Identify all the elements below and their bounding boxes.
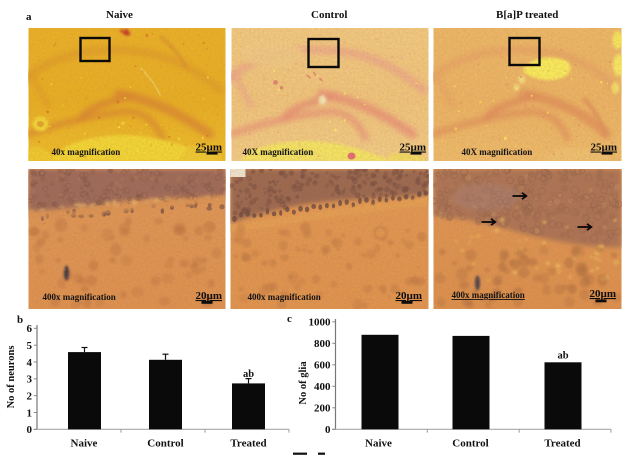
- svg-text:c: c: [287, 313, 292, 325]
- svg-text:6: 6: [27, 323, 33, 335]
- svg-text:Control: Control: [147, 438, 183, 450]
- svg-text:20µm: 20µm: [590, 288, 617, 300]
- svg-text:40X magnification: 40X magnification: [462, 147, 533, 157]
- svg-text:25µm: 25µm: [400, 142, 427, 154]
- svg-text:600: 600: [314, 360, 331, 372]
- svg-text:200: 200: [314, 403, 331, 415]
- svg-text:40x magnification: 40x magnification: [52, 147, 121, 157]
- svg-text:No of glia: No of glia: [298, 361, 309, 405]
- svg-text:400x magnification: 400x magnification: [43, 292, 116, 302]
- svg-text:25µm: 25µm: [591, 142, 618, 154]
- svg-text:No of neurons: No of neurons: [6, 346, 17, 409]
- svg-text:400x magnification: 400x magnification: [452, 290, 525, 300]
- svg-text:40X magnification: 40X magnification: [243, 147, 314, 157]
- svg-text:Treated: Treated: [544, 438, 580, 450]
- svg-text:1000: 1000: [309, 317, 332, 329]
- svg-text:Naive: Naive: [365, 438, 392, 450]
- svg-text:Control: Control: [452, 438, 488, 450]
- svg-text:0: 0: [27, 424, 33, 436]
- svg-text:400x magnification: 400x magnification: [248, 292, 321, 302]
- svg-text:b: b: [17, 314, 23, 326]
- svg-text:25µm: 25µm: [196, 142, 223, 154]
- svg-text:20µm: 20µm: [396, 290, 423, 302]
- svg-text:20µm: 20µm: [196, 290, 223, 302]
- svg-text:400: 400: [314, 381, 331, 393]
- svg-text:1: 1: [27, 407, 33, 419]
- svg-text:2: 2: [27, 391, 33, 403]
- svg-text:800: 800: [314, 338, 331, 350]
- svg-text:3: 3: [27, 374, 33, 386]
- svg-text:ab: ab: [243, 369, 254, 380]
- svg-text:Treated: Treated: [230, 438, 266, 450]
- svg-text:Naive: Naive: [71, 438, 98, 450]
- svg-text:0: 0: [325, 424, 331, 436]
- svg-text:5: 5: [27, 340, 33, 352]
- svg-text:ab: ab: [557, 351, 568, 362]
- svg-text:4: 4: [27, 357, 33, 369]
